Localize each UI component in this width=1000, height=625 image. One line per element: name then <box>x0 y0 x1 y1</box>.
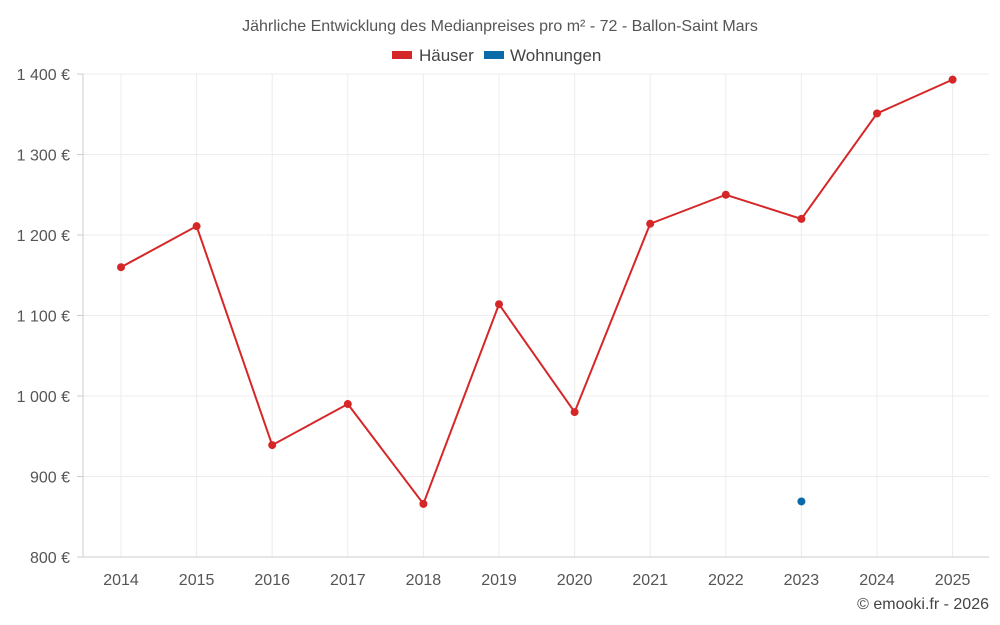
x-tick-label: 2022 <box>708 572 744 589</box>
data-point[interactable] <box>570 408 579 417</box>
x-tick-label: 2025 <box>935 572 971 589</box>
data-point[interactable] <box>948 75 957 84</box>
series-layer <box>117 75 957 508</box>
x-tick-label: 2014 <box>103 572 139 589</box>
x-tick-label: 2021 <box>632 572 668 589</box>
data-point[interactable] <box>646 219 655 228</box>
credit-text: © emooki.fr - 2026 <box>857 596 989 613</box>
data-point[interactable] <box>797 214 806 223</box>
data-point[interactable] <box>192 222 201 231</box>
y-axis: 800 € 900 € 1 000 € 1 100 € 1 200 € 1 300 € 1 … <box>17 67 83 567</box>
y-tick-label: 1 100 € <box>17 309 70 326</box>
y-tick-label: 1 300 € <box>17 148 70 165</box>
grid <box>82 73 989 558</box>
data-point[interactable] <box>419 499 428 508</box>
data-point[interactable] <box>117 263 125 272</box>
data-point[interactable] <box>873 109 881 118</box>
x-tick-label: 2015 <box>179 572 215 589</box>
legend-swatch <box>484 51 504 59</box>
data-point[interactable] <box>495 300 503 309</box>
legend: Häuser Wohnungen <box>392 46 601 65</box>
legend-label[interactable]: Wohnungen <box>510 46 601 65</box>
x-tick-label: 2024 <box>859 572 895 589</box>
legend-label[interactable]: Häuser <box>419 46 474 65</box>
series-line <box>120 78 954 506</box>
x-tick-label: 2017 <box>330 572 366 589</box>
x-axis: 2014 2015 2016 2017 2018 2019 2020 2021 2022 2023… <box>103 572 970 589</box>
data-point[interactable] <box>797 497 806 506</box>
x-tick-label: 2023 <box>784 572 820 589</box>
data-point[interactable] <box>343 400 352 409</box>
data-point[interactable] <box>721 190 730 199</box>
x-tick-label: 2018 <box>406 572 442 589</box>
legend-swatch <box>392 51 412 59</box>
y-tick-label: 800 € <box>30 550 70 567</box>
y-tick-label: 900 € <box>30 470 70 487</box>
y-tick-label: 1 000 € <box>17 389 70 406</box>
chart-title: Jährliche Entwicklung des Medianpreises … <box>242 18 758 35</box>
y-tick-label: 1 200 € <box>17 228 70 245</box>
x-tick-label: 2016 <box>254 572 290 589</box>
x-tick-label: 2019 <box>481 572 517 589</box>
data-point[interactable] <box>268 441 277 450</box>
x-tick-label: 2020 <box>557 572 593 589</box>
y-tick-label: 1 400 € <box>17 67 70 84</box>
